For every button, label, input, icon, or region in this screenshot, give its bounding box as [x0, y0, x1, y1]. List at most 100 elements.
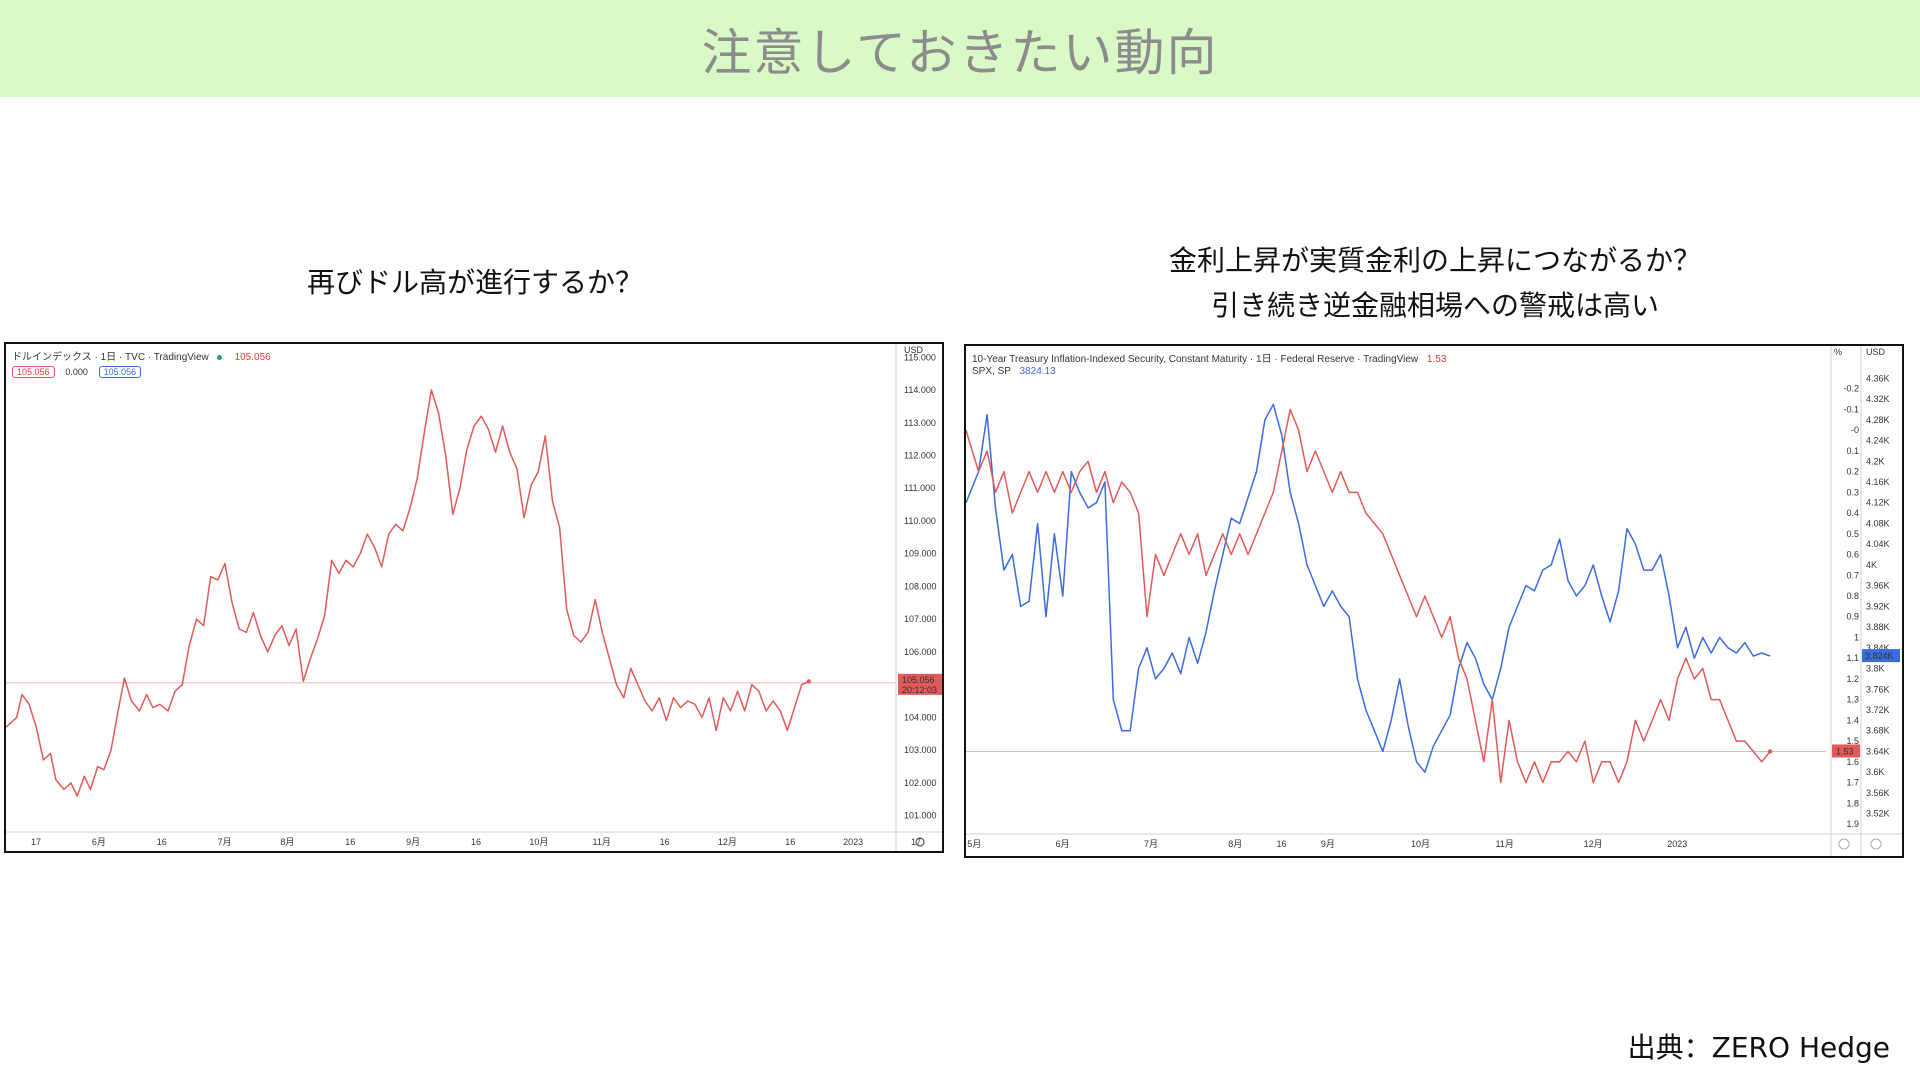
right-last-value: 1.53 — [1426, 354, 1447, 365]
left-last-value: 105.056 — [234, 352, 271, 363]
y-tick-left: 0.3 — [1846, 487, 1859, 497]
right-chart-title: 10-Year Treasury Inflation-Indexed Secur… — [972, 354, 1419, 365]
y-tick-right: 3.52K — [1866, 809, 1890, 819]
spx-tag-box — [1862, 649, 1900, 663]
x-tick-label: 16 — [785, 837, 795, 847]
last-point-marker — [1767, 749, 1773, 754]
tips-tag-label: 1.53 — [1836, 746, 1854, 756]
y-tick-left: 1 — [1854, 632, 1859, 642]
right-chart-series2: SPX, SP 3824.13 — [972, 366, 1056, 377]
left-caption: 再びドル高が進行するか？ — [306, 266, 643, 299]
source-credit: 出典：ZERO Hedge — [1627, 1031, 1890, 1064]
x-tick-label: 10月 — [529, 837, 548, 847]
tips-yield-line — [966, 408, 1771, 784]
scale-toggle-button-icon — [1870, 838, 1882, 850]
dollar-index-chart-panel: ドルインデックス · 1日 · TVC · TradingView 105.05… — [4, 342, 944, 853]
x-tick-label: 17 — [31, 837, 41, 847]
left-chart-header: ドルインデックス · 1日 · TVC · TradingView 105.05… — [12, 348, 271, 363]
last-point-marker — [806, 679, 811, 684]
spx-tag-label: 3.824K — [1865, 651, 1894, 661]
spx-line — [966, 403, 1771, 773]
y-tick-label: 111.000 — [904, 483, 935, 493]
y-tick-right: 3.8K — [1866, 664, 1885, 674]
price-tag-box — [898, 673, 942, 695]
y-tick-left: 0.8 — [1846, 591, 1859, 601]
y-tick-left: 0.1 — [1846, 446, 1859, 456]
y-tick-right: 4.16K — [1866, 477, 1890, 487]
x-tick-label: 7月 — [1144, 839, 1158, 849]
y-tick-left: 1.4 — [1846, 715, 1859, 725]
dollar-index-line — [6, 389, 810, 797]
y-tick-label: 113.000 — [904, 418, 936, 428]
y-tick-right: 3.72K — [1866, 705, 1890, 715]
y-tick-left: 0.4 — [1846, 508, 1859, 518]
y-tick-right: 4.36K — [1866, 373, 1890, 383]
x-tick-label: 16 — [157, 837, 167, 847]
y-tick-right: 4.2K — [1866, 456, 1885, 466]
x-tick-label: 8月 — [280, 837, 294, 847]
y-tick-label: 102.000 — [904, 778, 937, 788]
auto-scale-button-icon — [1838, 838, 1850, 850]
left-chart-values: 105.056 0.000 105.056 — [12, 366, 145, 378]
x-tick-label: 12月 — [1584, 839, 1603, 849]
y-tick-left: -0.2 — [1843, 384, 1859, 394]
y-tick-right: 4K — [1866, 560, 1877, 570]
pill-blue: 105.056 — [98, 366, 142, 378]
y-tick-left: 1.1 — [1846, 653, 1859, 663]
x-tick-label: 16 — [471, 837, 481, 847]
y-tick-left: 1.9 — [1846, 819, 1859, 829]
y-tick-label: 108.000 — [904, 581, 937, 591]
y-tick-left: 0.2 — [1846, 467, 1859, 477]
x-tick-label: 5月 — [967, 839, 981, 849]
x-tick-label: 2023 — [843, 837, 863, 847]
y-tick-right: 3.64K — [1866, 746, 1890, 756]
y-tick-left: -0 — [1851, 425, 1859, 435]
y-tick-label: 101.000 — [904, 811, 937, 821]
y-tick-label: 106.000 — [904, 647, 937, 657]
x-tick-label: 16 — [345, 837, 355, 847]
left-unit-label: % — [1834, 347, 1842, 357]
right-caption-line2: 引き続き逆金融相場への警戒は高い — [1210, 289, 1659, 322]
y-tick-right: 3.88K — [1866, 622, 1890, 632]
y-tick-label: 112.000 — [904, 450, 936, 460]
series2-value: 3824.13 — [1019, 366, 1056, 377]
y-tick-right: 4.28K — [1866, 415, 1890, 425]
y-tick-right: 4.32K — [1866, 394, 1890, 404]
y-tick-right: 3.56K — [1866, 788, 1890, 798]
x-tick-label: 8月 — [1228, 839, 1242, 849]
x-tick-label: 6月 — [1056, 839, 1070, 849]
right-caption: 金利上昇が実質金利の上昇につながるか？ 引き続き逆金融相場への警戒は高い — [965, 238, 1905, 328]
y-tick-label: 114.000 — [904, 385, 936, 395]
settings-gear-icon — [915, 837, 925, 847]
title-banner: 注意しておきたい動向 — [0, 0, 1920, 97]
x-tick-label: 11月 — [1495, 839, 1513, 849]
y-tick-right: 3.76K — [1866, 684, 1890, 694]
x-tick-label: 12月 — [718, 837, 737, 847]
y-tick-right: 3.96K — [1866, 581, 1890, 591]
y-tick-label: 109.000 — [904, 549, 937, 559]
y-tick-right: 3.68K — [1866, 726, 1890, 736]
y-tick-label: 104.000 — [904, 712, 937, 722]
price-tag-label: 105.056 — [902, 675, 935, 685]
pill-mid: 0.000 — [65, 367, 88, 377]
y-tick-right: 3.92K — [1866, 601, 1890, 611]
slide-title: 注意しておきたい動向 — [701, 23, 1219, 82]
x-tick-label: 2023 — [1667, 839, 1687, 849]
tips-spx-chart-panel: 10-Year Treasury Inflation-Indexed Secur… — [964, 344, 1904, 858]
y-tick-label: 115.000 — [904, 352, 936, 362]
y-tick-left: 1.6 — [1846, 757, 1859, 767]
right-unit-label: USD — [1866, 347, 1886, 357]
x-tick-label: 7月 — [218, 837, 232, 847]
x-tick-label: 16 — [1277, 839, 1287, 849]
y-tick-left: 1.5 — [1846, 736, 1859, 746]
live-status-icon — [216, 354, 222, 360]
tips-spx-chart: % USD -0.2 -0.1 -0 0.1 0.2 0.3 0.4 0.5 0.6 0.7 0.8 0.… — [966, 346, 1902, 856]
y-tick-right: 4.24K — [1866, 436, 1890, 446]
y-tick-label: 103.000 — [904, 745, 937, 755]
y-tick-left: 0.7 — [1846, 570, 1859, 580]
y-tick-left: 0.6 — [1846, 550, 1859, 560]
y-tick-right: 4.08K — [1866, 518, 1890, 528]
y-tick-label: 110.000 — [904, 516, 936, 526]
y-tick-left: 0.5 — [1846, 529, 1859, 539]
